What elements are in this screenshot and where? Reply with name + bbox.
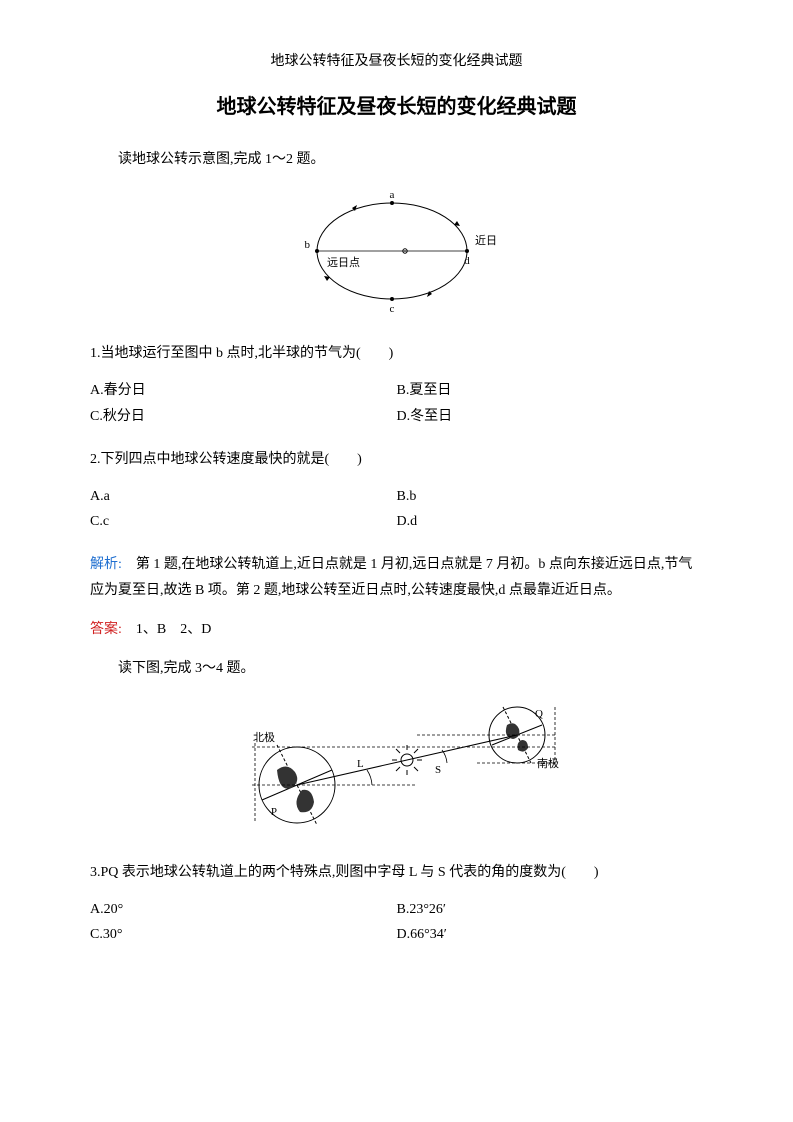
svg-text:P: P: [270, 806, 276, 818]
q1-opt-a: A.春分日: [90, 378, 397, 403]
running-header: 地球公转特征及昼夜长短的变化经典试题: [90, 50, 703, 70]
svg-text:北极: 北极: [253, 730, 275, 744]
q1-opt-d: D.冬至日: [397, 404, 704, 429]
orbit-diagram: a b c d 近日点 远日点: [90, 186, 703, 321]
svg-text:b: b: [304, 239, 310, 251]
q3-options: A.20° B.23°26′ C.30° D.66°34′: [90, 897, 703, 947]
q3-opt-a: A.20°: [90, 897, 397, 922]
tilt-svg: 北极 P 南极 Q: [217, 695, 577, 835]
q2-options: A.a B.b C.c D.d: [90, 484, 703, 534]
q2-opt-b: B.b: [397, 484, 704, 509]
intro-2: 读下图,完成 3～4 题。: [90, 656, 703, 681]
q1-opt-b: B.夏至日: [397, 378, 704, 403]
analysis-text: 第 1 题,在地球公转轨道上,近日点就是 1 月初,远日点就是 7 月初。b 点…: [90, 557, 692, 597]
svg-text:a: a: [389, 189, 394, 201]
q3-opt-d: D.66°34′: [397, 922, 704, 947]
q1-stem: 1.当地球运行至图中 b 点时,北半球的节气为( ): [90, 341, 703, 366]
q2-opt-a: A.a: [90, 484, 397, 509]
orbit-svg: a b c d 近日点 远日点: [297, 186, 497, 316]
q3-stem: 3.PQ 表示地球公转轨道上的两个特殊点,则图中字母 L 与 S 代表的角的度数…: [90, 860, 703, 885]
svg-text:远日点: 远日点: [327, 256, 360, 269]
q3-opt-b: B.23°26′: [397, 897, 704, 922]
page: 地球公转特征及昼夜长短的变化经典试题 地球公转特征及昼夜长短的变化经典试题 读地…: [0, 0, 793, 1122]
answer-label: 答案:: [90, 622, 122, 637]
svg-text:d: d: [464, 255, 470, 267]
svg-text:S: S: [435, 764, 441, 776]
answer-text: 1、B 2、D: [122, 622, 211, 637]
svg-text:L: L: [357, 758, 364, 770]
intro-1: 读地球公转示意图,完成 1～2 题。: [90, 147, 703, 172]
analysis-block: 解析: 第 1 题,在地球公转轨道上,近日点就是 1 月初,远日点就是 7 月初…: [90, 552, 703, 602]
svg-text:Q: Q: [535, 708, 543, 720]
q2-opt-d: D.d: [397, 509, 704, 534]
q1-opt-c: C.秋分日: [90, 404, 397, 429]
svg-text:近日点: 近日点: [475, 234, 497, 247]
page-title: 地球公转特征及昼夜长短的变化经典试题: [90, 90, 703, 119]
svg-text:c: c: [389, 303, 394, 315]
tilt-diagram: 北极 P 南极 Q: [90, 695, 703, 840]
q1-options: A.春分日 B.夏至日 C.秋分日 D.冬至日: [90, 378, 703, 428]
q2-opt-c: C.c: [90, 509, 397, 534]
q2-stem: 2.下列四点中地球公转速度最快的就是( ): [90, 447, 703, 472]
analysis-label: 解析:: [90, 557, 122, 572]
answer-block: 答案: 1、B 2、D: [90, 617, 703, 642]
q3-opt-c: C.30°: [90, 922, 397, 947]
